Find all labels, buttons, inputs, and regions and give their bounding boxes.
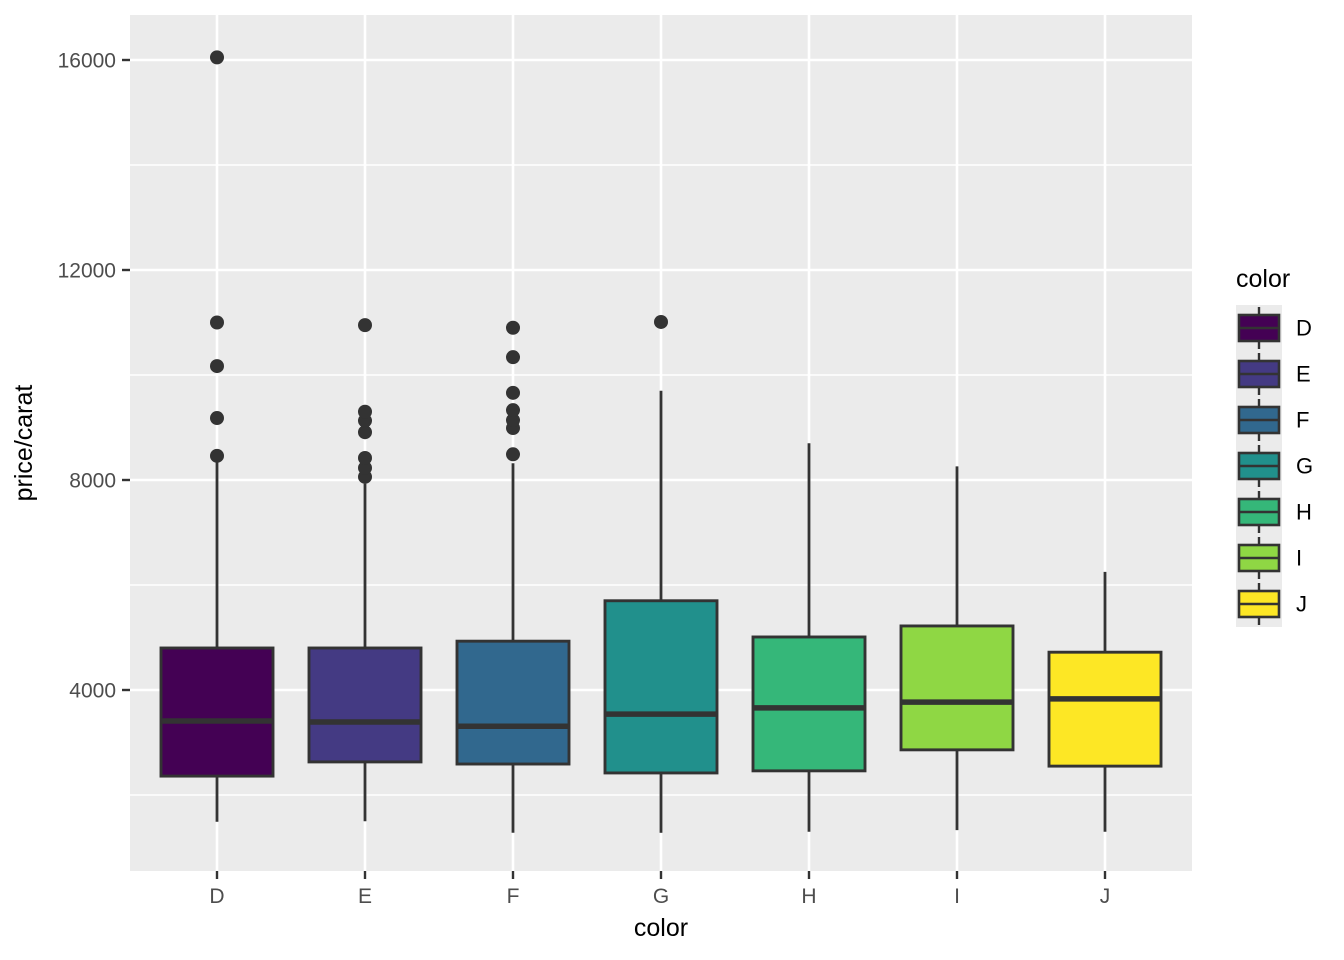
outlier-dot (210, 50, 224, 65)
iqr-box (603, 599, 719, 775)
legend-entry-H: H (1236, 489, 1312, 535)
legend-label: J (1296, 592, 1307, 617)
outlier-dot (654, 314, 668, 329)
legend-label: D (1296, 316, 1312, 341)
outlier-dot (210, 315, 224, 330)
outlier-dot (358, 460, 372, 475)
outlier-dot (210, 448, 224, 463)
iqr-box (307, 646, 423, 764)
outlier-dot (506, 350, 520, 365)
box-group-F (455, 320, 571, 833)
legend-label: G (1296, 454, 1313, 479)
legend-entry-G: G (1236, 443, 1313, 489)
outlier-dot (358, 318, 372, 333)
outlier-dot (210, 411, 224, 426)
y-axis-title: price/carat (10, 385, 38, 502)
outlier-dot (358, 450, 372, 465)
y-tick-label: 12000 (58, 260, 116, 283)
outlier-dot (210, 359, 224, 374)
iqr-box (751, 635, 867, 773)
outlier-dot (506, 320, 520, 335)
iqr-box (455, 639, 571, 766)
iqr-box (899, 624, 1015, 752)
x-tick-label: I (954, 885, 960, 908)
legend-entry-F: F (1236, 397, 1309, 443)
box-group-H (751, 443, 867, 832)
legend-label: H (1296, 500, 1312, 525)
legend-title: color (1236, 265, 1290, 293)
legend-entry-D: D (1236, 305, 1312, 351)
iqr-box (1047, 650, 1163, 768)
outlier-dot (506, 447, 520, 462)
y-tick-label: 8000 (69, 470, 116, 493)
iqr-box (159, 646, 275, 778)
legend-label: I (1296, 546, 1302, 571)
x-tick-label: J (1100, 885, 1111, 908)
y-tick-label: 16000 (58, 50, 116, 73)
x-tick-label: H (801, 885, 816, 908)
box-group-G (603, 314, 719, 833)
x-tick-label: E (358, 885, 372, 908)
outlier-dot (358, 425, 372, 440)
x-tick-label: G (653, 885, 669, 908)
outlier-dot (506, 413, 520, 428)
legend-entry-E: E (1236, 351, 1311, 397)
outlier-dot (506, 385, 520, 400)
outlier-dot (358, 404, 372, 419)
box-group-J (1047, 571, 1163, 832)
box-group-E (307, 318, 423, 822)
y-tick-label: 4000 (69, 680, 116, 703)
legend-entry-I: I (1236, 535, 1302, 581)
legend-label: F (1296, 408, 1309, 433)
box-group-I (899, 466, 1015, 831)
outlier-dot (506, 403, 520, 418)
legend-entry-J: J (1236, 581, 1307, 627)
box-group-D (159, 50, 275, 822)
legend-label: E (1296, 362, 1311, 387)
x-tick-label: F (507, 885, 520, 908)
x-tick-label: D (209, 885, 224, 908)
x-axis-title: color (634, 914, 688, 942)
